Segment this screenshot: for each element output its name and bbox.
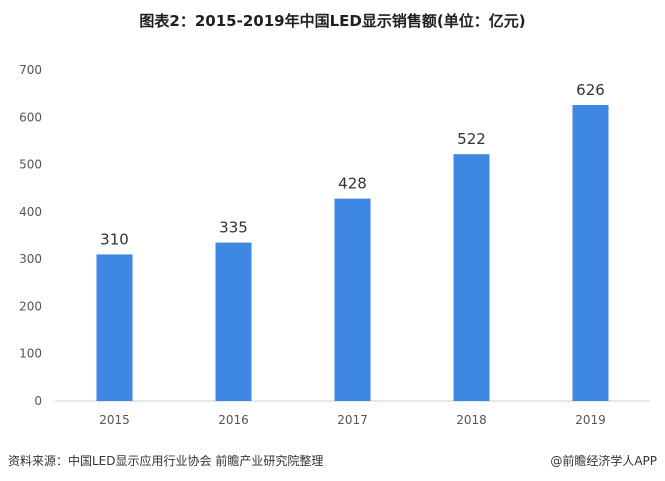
- x-tick-label-2015: 2015: [99, 413, 130, 427]
- y-tick-label: 100: [19, 347, 42, 361]
- chart-title: 图表2：2015-2019年中国LED显示销售额(单位：亿元): [139, 12, 526, 30]
- x-axis: 2015 2016 2017 2018 2019: [99, 413, 606, 427]
- x-tick-label-2019: 2019: [575, 413, 606, 427]
- x-tick-label-2016: 2016: [218, 413, 249, 427]
- y-tick-label: 400: [19, 205, 42, 219]
- bar-2018: [453, 154, 490, 401]
- bar-2015: [96, 254, 133, 401]
- y-tick-label: 200: [19, 299, 42, 313]
- brand-label: @前瞻经济学人APP: [550, 454, 657, 468]
- data-label-2017: 428: [338, 175, 367, 193]
- y-tick-label: 600: [19, 110, 42, 124]
- bar-2016: [215, 242, 252, 401]
- x-tick-label-2018: 2018: [456, 413, 487, 427]
- y-tick-label: 500: [19, 158, 42, 172]
- bar-2017: [334, 198, 371, 401]
- data-label-2019: 626: [576, 81, 605, 99]
- y-tick-label: 0: [34, 394, 42, 408]
- bar-2019: [572, 104, 609, 402]
- bar-chart: 0 100 200 300 400 500 600 700 310 335 428 522 626 2…: [19, 63, 650, 427]
- y-axis: 0 100 200 300 400 500 600 700: [19, 63, 42, 408]
- x-tick-label-2017: 2017: [337, 413, 368, 427]
- y-tick-label: 700: [19, 63, 42, 77]
- data-label-2016: 335: [219, 219, 248, 237]
- bars: 310 335 428 522 626: [96, 81, 609, 402]
- source-note: 资料来源：中国LED显示应用行业协会 前瞻产业研究院整理: [8, 454, 324, 468]
- y-tick-label: 300: [19, 252, 42, 266]
- data-label-2018: 522: [457, 130, 486, 148]
- data-label-2015: 310: [100, 230, 129, 248]
